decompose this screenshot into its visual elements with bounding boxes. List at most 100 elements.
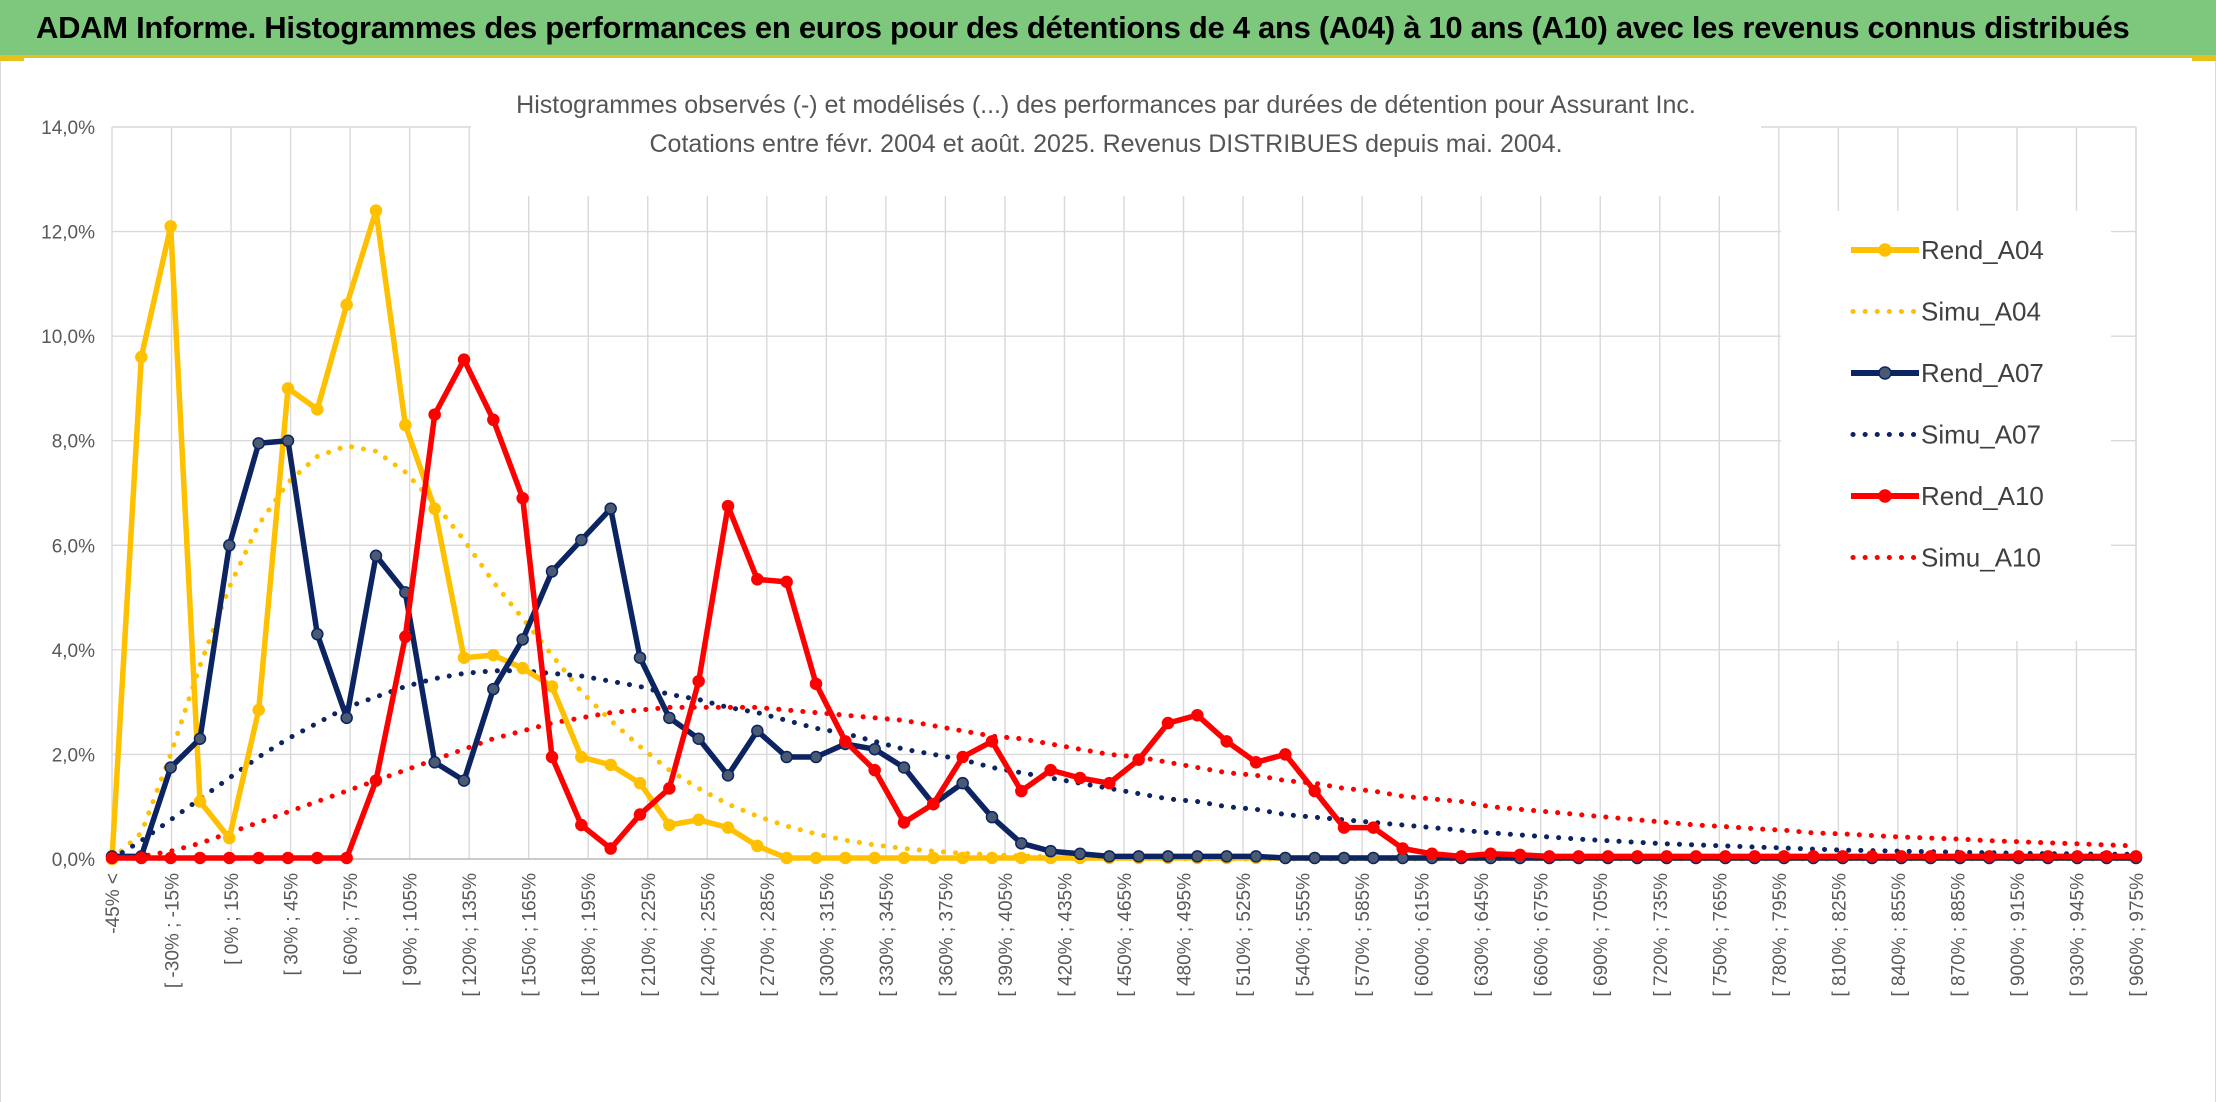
data-point	[252, 851, 265, 865]
data-point	[2100, 850, 2113, 863]
data-point	[1396, 842, 1409, 855]
legend-item-Rend_A07: Rend_A07	[1851, 358, 2044, 388]
x-tick-label: [ 270% ; 285%	[758, 873, 779, 997]
data-point	[575, 818, 588, 832]
data-point	[633, 776, 647, 790]
data-point	[516, 633, 529, 646]
data-point	[1601, 850, 1615, 863]
data-point	[868, 851, 881, 865]
data-point	[575, 750, 588, 764]
data-point	[545, 680, 559, 693]
chart-title-line1: Histogrammes observés (-) et modélisés (…	[516, 91, 1696, 119]
title-background	[471, 91, 1761, 196]
data-point	[311, 851, 324, 865]
data-point	[223, 831, 236, 845]
data-point	[575, 533, 588, 547]
legend-label: Rend_A07	[1921, 358, 2044, 388]
data-point	[633, 651, 647, 664]
data-point	[105, 851, 119, 865]
legend-item-Simu_A04: Simu_A04	[1850, 297, 2041, 327]
data-point	[1836, 850, 1849, 863]
data-point	[2012, 850, 2025, 863]
x-tick-label: [ 810% ; 825%	[1829, 873, 1850, 997]
data-point	[721, 769, 735, 782]
x-tick-label: [ 90% ; 105%	[401, 873, 422, 986]
data-point	[252, 437, 265, 450]
y-tick-label: 6,0%	[52, 536, 95, 557]
series-Rend_A10	[105, 353, 2143, 865]
data-point	[428, 408, 441, 421]
banner-title: ADAM Informe. Histogrammes des performan…	[36, 9, 2130, 45]
legend-item-Rend_A04: Rend_A04	[1851, 235, 2044, 265]
x-tick-label: [ 30% ; 45%	[282, 873, 303, 976]
data-point	[927, 797, 940, 811]
data-point	[1337, 821, 1351, 834]
x-tick-label: [ 840% ; 855%	[1889, 873, 1910, 997]
data-point	[1191, 850, 1204, 863]
data-point	[1807, 850, 1820, 863]
x-tick-label: [ 630% ; 645%	[1472, 873, 1493, 997]
data-point	[135, 851, 148, 865]
data-point	[604, 842, 617, 855]
data-point	[868, 742, 881, 756]
data-point	[663, 818, 676, 832]
data-point	[751, 573, 764, 586]
data-point	[692, 732, 705, 745]
data-point	[340, 851, 353, 865]
data-point	[1132, 753, 1145, 766]
data-point	[809, 677, 823, 691]
data-point	[809, 851, 823, 865]
series-Simu_A10	[109, 704, 2139, 862]
data-point	[2071, 850, 2084, 863]
data-point	[369, 549, 383, 562]
x-tick-label: [ 240% ; 255%	[698, 873, 719, 997]
data-point	[399, 418, 412, 432]
data-point	[281, 434, 295, 447]
data-series	[105, 204, 2143, 866]
data-point	[1425, 847, 1439, 861]
x-tick-label: [ 300% ; 315%	[817, 873, 838, 997]
x-tick-label: [ 660% ; 675%	[1532, 873, 1553, 997]
y-tick-label: 12,0%	[41, 223, 95, 244]
data-point	[1132, 850, 1145, 863]
data-point	[487, 648, 500, 662]
data-point	[956, 851, 969, 865]
data-point	[252, 703, 265, 717]
data-point	[223, 539, 236, 552]
data-point	[164, 761, 177, 774]
data-point	[868, 763, 881, 777]
data-point	[927, 851, 940, 865]
x-tick-label: [ 510% ; 525%	[1234, 873, 1255, 997]
x-tick-label: [ 420% ; 435%	[1055, 873, 1076, 997]
data-point	[1015, 837, 1028, 850]
y-tick-label: 14,0%	[41, 118, 95, 139]
data-point	[956, 776, 969, 790]
data-point	[135, 350, 148, 364]
y-tick-label: 10,0%	[41, 327, 95, 348]
data-point	[1865, 850, 1879, 863]
data-point	[1367, 851, 1380, 865]
x-tick-label: [ -30% ; -15%	[163, 873, 184, 988]
chart-frame: 0,0% 2,0% 4,0% 6,0% 8,0% 10,0% 12,0% 14,0% -45%…	[0, 61, 2216, 1102]
data-point	[1777, 850, 1791, 863]
data-point	[516, 661, 529, 675]
data-point	[721, 821, 735, 834]
data-point	[2041, 850, 2055, 863]
data-point	[1279, 851, 1292, 865]
legend-label: Simu_A07	[1921, 420, 2041, 450]
data-point	[1103, 776, 1116, 790]
data-point	[1249, 850, 1263, 863]
data-point	[780, 750, 793, 764]
data-point	[1220, 735, 1233, 748]
data-point	[897, 761, 911, 774]
data-point	[1044, 763, 1057, 777]
data-point	[604, 758, 617, 772]
x-tick-label: [ 930% ; 945%	[2067, 873, 2088, 997]
data-point	[193, 732, 207, 745]
data-point	[340, 711, 353, 725]
data-point	[545, 565, 559, 578]
data-point	[1689, 850, 1703, 863]
legend-marker	[1878, 489, 1892, 503]
x-tick-label: [ 150% ; 165%	[520, 873, 541, 997]
data-point	[897, 816, 911, 829]
